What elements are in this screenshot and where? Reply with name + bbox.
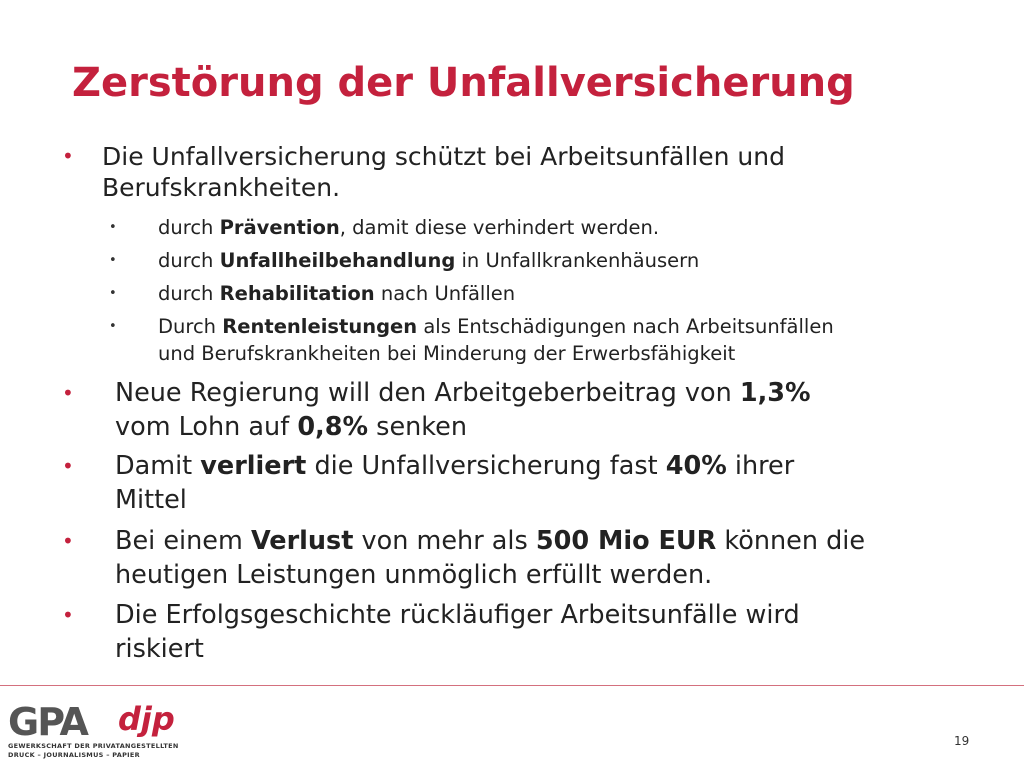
bold-text: Rehabilitation <box>219 282 375 305</box>
footer-rule <box>0 685 1024 686</box>
bullet-marker: • <box>109 319 117 334</box>
bold-text: verliert <box>200 451 307 481</box>
bullet-marker: • <box>62 454 74 478</box>
text: Mittel <box>115 485 187 515</box>
text: durch <box>158 282 220 305</box>
logo-gpa: GPA <box>8 700 89 744</box>
bold-text: Unfallheilbehandlung <box>219 249 456 272</box>
bullet-item: • Die Erfolgsgeschichte rückläufiger Arbe… <box>62 598 800 666</box>
bullet-item: • durch Prävention, damit diese verhinder… <box>109 214 659 241</box>
text: Berufskrankheiten. <box>102 173 341 202</box>
text: Bei einem <box>115 526 251 556</box>
text-line: und Berufskrankheiten bei Minderung der … <box>158 340 834 367</box>
text-line: Damit verliert die Unfallversicherung fa… <box>115 449 794 483</box>
text-line: Neue Regierung will den Arbeitgeberbeitr… <box>115 376 811 410</box>
page-number: 19 <box>954 734 970 748</box>
text: Damit <box>115 451 201 481</box>
bullet-marker: • <box>109 286 117 301</box>
bold-text: 500 Mio EUR <box>535 526 717 556</box>
text-line: Berufskrankheiten. <box>102 172 785 203</box>
text: ihrer <box>726 451 795 481</box>
text-line: Durch Rentenleistungen als Entschädigung… <box>158 313 834 340</box>
bullet-item: • Bei einem Verlust von mehr als 500 Mio … <box>62 524 865 592</box>
text-line: durch Rehabilitation nach Unfällen <box>158 280 515 307</box>
text: können die <box>716 526 866 556</box>
bold-text: 40% <box>665 451 727 481</box>
text: als Entschädigungen nach Arbeitsunfällen <box>417 315 834 338</box>
logo-line: DRUCK – JOURNALISMUS – PAPIER <box>8 751 140 759</box>
logo-line: GEWERKSCHAFT DER PRIVATANGESTELLTEN <box>8 742 179 750</box>
bold-text: Prävention <box>219 216 340 239</box>
text-line: durch Unfallheilbehandlung in Unfallkran… <box>158 247 699 274</box>
text-line: vom Lohn auf 0,8% senken <box>115 410 811 444</box>
text: Durch <box>158 315 223 338</box>
bold-text: Rentenleistungen <box>222 315 418 338</box>
text: , damit diese verhindert werden. <box>339 216 660 239</box>
slide-title: Zerstörung der Unfallversicherung <box>72 60 855 106</box>
text: Die Erfolgsgeschichte rückläufiger Arbei… <box>115 600 800 630</box>
text-line: durch Prävention, damit diese verhindert… <box>158 214 659 241</box>
bullet-item: • Damit verliert die Unfallversicherung f… <box>62 449 794 517</box>
text: durch <box>158 249 220 272</box>
text-line: Die Unfallversicherung schützt bei Arbei… <box>102 141 785 172</box>
bullet-marker: • <box>62 529 74 553</box>
text-line: heutigen Leistungen unmöglich erfüllt we… <box>115 558 865 592</box>
bold-text: 1,3% <box>739 378 811 408</box>
bullet-item: • Die Unfallversicherung schützt bei Arbe… <box>62 141 785 203</box>
bullet-marker: • <box>62 603 74 627</box>
text: riskiert <box>115 634 204 664</box>
text: vom Lohn auf <box>115 412 298 442</box>
text-line: riskiert <box>115 632 800 666</box>
text: durch <box>158 216 220 239</box>
text: nach Unfällen <box>374 282 516 305</box>
text: Neue Regierung will den Arbeitgeberbeitr… <box>115 378 740 408</box>
bullet-marker: • <box>109 220 117 235</box>
text: in Unfallkrankenhäusern <box>455 249 700 272</box>
text-line: Die Erfolgsgeschichte rückläufiger Arbei… <box>115 598 800 632</box>
bold-text: 0,8% <box>297 412 369 442</box>
bullet-item: • durch Rehabilitation nach Unfällen <box>109 280 515 307</box>
text-line: Bei einem Verlust von mehr als 500 Mio E… <box>115 524 865 558</box>
logo-djp: djp <box>118 700 175 738</box>
bullet-marker: • <box>109 253 117 268</box>
bullet-item: • Durch Rentenleistungen als Entschädigun… <box>109 313 834 367</box>
bullet-item: • Neue Regierung will den Arbeitgeberbeit… <box>62 376 811 444</box>
text: die Unfallversicherung fast <box>306 451 666 481</box>
text: senken <box>368 412 467 442</box>
text: und Berufskrankheiten bei Minderung der … <box>158 342 736 365</box>
text: von mehr als <box>353 526 536 556</box>
bullet-marker: • <box>62 144 74 168</box>
bullet-item: • durch Unfallheilbehandlung in Unfallkra… <box>109 247 699 274</box>
logo: GPA djp GEWERKSCHAFT DER PRIVATANGESTELL… <box>8 700 178 762</box>
bullet-marker: • <box>62 381 74 405</box>
text: heutigen Leistungen unmöglich erfüllt we… <box>115 560 713 590</box>
bold-text: Verlust <box>250 526 354 556</box>
text-line: Mittel <box>115 483 794 517</box>
text: Die Unfallversicherung schützt bei Arbei… <box>102 142 785 171</box>
